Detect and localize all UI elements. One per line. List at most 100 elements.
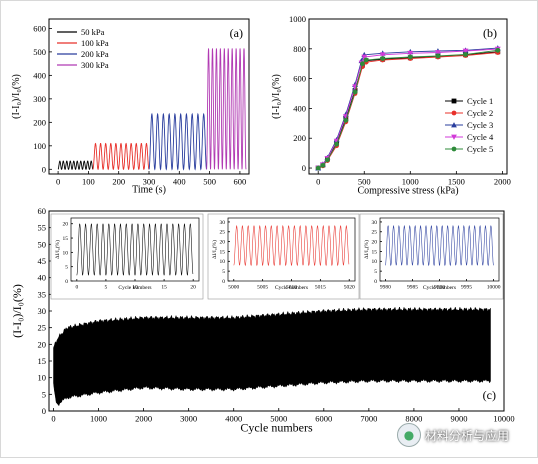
- panel-c-y-tick-label: 0: [42, 406, 46, 416]
- panel-b-series: [315, 47, 501, 171]
- panel-c-y-axis-label: (I-I₀)/I₀(%): [10, 284, 24, 338]
- panel-c-x-tick-label: 2000: [135, 414, 152, 424]
- panel-b-y-tick-label: 0: [302, 163, 306, 173]
- panel-b-y-tick-label: 1000: [289, 14, 306, 24]
- panel-c-x-tick-label: 6000: [315, 414, 332, 424]
- panel-b-legend-marker: [451, 110, 457, 116]
- panel-a-y-tick-label: 0: [42, 164, 46, 174]
- panel-c-x-axis-label: Cycle numbers: [240, 421, 313, 435]
- panel-b-legend-label: Cycle 3: [467, 120, 493, 130]
- panel-b-x-tick-label: 2000: [494, 177, 511, 187]
- panel-a-y-tick-label: 200: [33, 117, 46, 127]
- inset-1-y-tick-label: 25: [220, 230, 226, 236]
- inset-0-x-tick-label: 0: [75, 285, 78, 291]
- panel-b-legend-marker: [451, 134, 457, 140]
- panel-b-legend-marker: [451, 98, 457, 104]
- panel-b-y-tick-label: 400: [293, 103, 306, 113]
- panel-c-x-tick-label: 9000: [450, 414, 467, 424]
- inset-0-x-tick-label: 5: [105, 285, 108, 291]
- panel-c-y-tick-label: 25: [38, 323, 47, 333]
- inset-2-x-tick-label: 10000: [487, 285, 501, 291]
- panel-a-y-tick-label: 500: [33, 47, 46, 57]
- inset-2-x-axis-label: Cycle numbers: [423, 285, 456, 291]
- watermark-text: 材料分析与应用: [425, 428, 510, 443]
- panel-a-legend-label: 100 kPa: [81, 38, 109, 48]
- panel-a-series: [148, 112, 208, 171]
- panel-c-y-tick-label: 45: [38, 256, 47, 266]
- panel-b-point: [379, 52, 386, 58]
- panel-a-y-tick-label: 100: [33, 141, 46, 151]
- panel-b-legend-label: Cycle 2: [467, 108, 493, 118]
- panel-b-label: (b): [483, 26, 497, 40]
- inset-0-y-tick-label: 0: [65, 279, 68, 285]
- inset-2-panel: [359, 213, 504, 300]
- panel-b-point: [363, 57, 369, 63]
- panel-a-x-tick-label: 500: [203, 177, 216, 187]
- panel-b-x-tick-label: 500: [358, 177, 371, 187]
- panel-c-y-tick-label: 35: [38, 289, 47, 299]
- inset-1-x-tick-label: 5015: [315, 285, 326, 291]
- panel-b-y-tick-label: 600: [293, 74, 306, 84]
- panel-c-x-tick-label: 4000: [225, 414, 242, 424]
- panel-c-y-tick-label: 15: [38, 356, 47, 366]
- panel-a-series-line: [148, 112, 208, 171]
- inset-0-x-tick-label: 15: [161, 285, 167, 291]
- panel-b-point: [334, 141, 340, 147]
- panel-c-x-tick-label: 1000: [90, 414, 107, 424]
- panel-c-x-tick-label: 7000: [360, 414, 377, 424]
- panel-b-point: [361, 54, 368, 60]
- panel-c-y-tick-label: 50: [38, 239, 47, 249]
- inset-0-y-tick-label: 10: [63, 250, 69, 256]
- panel-b-legend-label: Cycle 5: [467, 144, 493, 154]
- panel-c-y-tick-label: 60: [38, 206, 47, 216]
- panel-a-x-tick-label: 400: [173, 177, 186, 187]
- panel-b-y-tick-label: 800: [293, 44, 306, 54]
- panel-b-point: [407, 50, 414, 57]
- inset-0-y-tick-label: 20: [63, 222, 69, 228]
- inset-0-y-tick-label: 15: [63, 236, 69, 242]
- panel-b-point: [380, 56, 386, 61]
- inset-1-y-tick-label: 15: [220, 249, 226, 255]
- panel-b-point: [435, 53, 441, 59]
- inset-2-y-axis-label: ΔI/I₀(%): [363, 240, 370, 259]
- panel-a-series: [57, 160, 94, 170]
- watermark: ● 材料分析与应用: [397, 423, 509, 447]
- panel-b-point: [462, 48, 469, 54]
- panel-b-y-tick-label: 200: [293, 133, 306, 143]
- inset-1-y-tick-label: 30: [220, 220, 226, 226]
- panel-a-x-tick-label: 300: [143, 177, 156, 187]
- panel-b-point: [343, 117, 349, 123]
- panel-b-point: [435, 50, 441, 56]
- panel-b-point: [320, 162, 326, 168]
- panel-b-point: [325, 157, 330, 163]
- panel-c-x-tick-label: 10000: [493, 414, 514, 424]
- panel-b-y-axis-label: (I-I₀)/I₀(%): [271, 74, 282, 119]
- panel-c-y-tick-label: 5: [42, 389, 46, 399]
- inset-2-y-tick-label: 20: [372, 240, 378, 246]
- panel-a-series: [206, 48, 247, 170]
- inset-1-x-axis-label: Cycle numbers: [275, 285, 308, 291]
- panel-c-y-tick-label: 40: [38, 273, 47, 283]
- panel-a-legend-label: 200 kPa: [81, 49, 109, 59]
- panel-a-series: [92, 142, 150, 171]
- inset-1-line: [233, 224, 350, 267]
- inset-2-y-tick-label: 0: [374, 279, 377, 285]
- inset-2-y-tick-label: 10: [372, 259, 378, 265]
- inset-1-y-axis-label: ΔI/I₀(%): [211, 240, 218, 259]
- inset-2-x-tick-label: 9995: [461, 285, 472, 291]
- inset-0-y-axis-label: ΔI/I₀(%): [54, 240, 61, 259]
- inset-1-y-tick-label: 10: [220, 259, 226, 265]
- panel-b-point: [352, 89, 358, 95]
- inset-1-x-tick-label: 5005: [257, 285, 268, 291]
- inset-0-x-axis-label: Cycle numbers: [118, 285, 151, 291]
- inset-1-x-tick-label: 5010: [286, 285, 297, 291]
- panel-b-legend-label: Cycle 4: [467, 132, 494, 142]
- panel-b-legend-marker: [451, 122, 457, 128]
- panel-b-frame: [308, 18, 508, 175]
- wechat-icon: ●: [397, 423, 421, 447]
- panel-b-x-tick-label: 1500: [448, 177, 465, 187]
- panel-a-series-line: [57, 160, 94, 170]
- panel-b-point: [407, 54, 413, 60]
